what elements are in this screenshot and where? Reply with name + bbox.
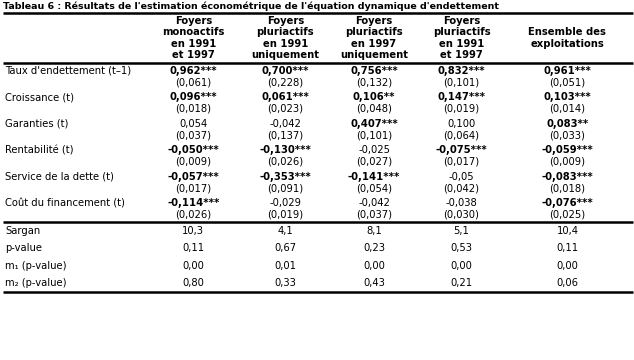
Text: (0,019): (0,019): [268, 210, 303, 220]
Text: 0,100: 0,100: [448, 119, 476, 129]
Text: 0,53: 0,53: [451, 243, 472, 253]
Text: -0,050***: -0,050***: [167, 145, 219, 156]
Text: -0,057***: -0,057***: [167, 172, 219, 182]
Text: -0,141***: -0,141***: [348, 172, 400, 182]
Text: Coût du financement (t): Coût du financement (t): [5, 198, 125, 208]
Text: (0,042): (0,042): [444, 183, 479, 193]
Text: 0,756***: 0,756***: [350, 66, 398, 76]
Text: 0,103***: 0,103***: [543, 93, 592, 103]
Text: 0,01: 0,01: [275, 261, 296, 271]
Text: (0,018): (0,018): [550, 183, 585, 193]
Text: (0,064): (0,064): [444, 130, 479, 140]
Text: (0,132): (0,132): [356, 77, 392, 87]
Text: (0,017): (0,017): [176, 183, 211, 193]
Text: (0,018): (0,018): [176, 104, 211, 114]
Text: Foyers
pluriactifs
en 1991
uniquement: Foyers pluriactifs en 1991 uniquement: [251, 15, 320, 60]
Text: (0,023): (0,023): [268, 104, 303, 114]
Text: -0,076***: -0,076***: [541, 198, 593, 208]
Text: (0,051): (0,051): [550, 77, 585, 87]
Text: 0,096***: 0,096***: [169, 93, 217, 103]
Text: m₂ (p-value): m₂ (p-value): [5, 278, 67, 288]
Text: (0,027): (0,027): [356, 157, 392, 167]
Text: 10,4: 10,4: [557, 226, 578, 236]
Text: 8,1: 8,1: [366, 226, 382, 236]
Text: Foyers
pluriactifs
en 1991
et 1997: Foyers pluriactifs en 1991 et 1997: [433, 15, 490, 60]
Text: m₁ (p-value): m₁ (p-value): [5, 261, 67, 271]
Text: 0,962***: 0,962***: [169, 66, 217, 76]
Text: -0,025: -0,025: [358, 145, 390, 156]
Text: -0,059***: -0,059***: [541, 145, 593, 156]
Text: -0,038: -0,038: [446, 198, 477, 208]
Text: (0,026): (0,026): [176, 210, 211, 220]
Text: -0,114***: -0,114***: [167, 198, 219, 208]
Text: (0,228): (0,228): [268, 77, 303, 87]
Text: Ensemble des
exploitations: Ensemble des exploitations: [529, 27, 606, 49]
Text: p-value: p-value: [5, 243, 42, 253]
Text: (0,026): (0,026): [268, 157, 303, 167]
Text: -0,075***: -0,075***: [436, 145, 488, 156]
Text: -0,130***: -0,130***: [259, 145, 311, 156]
Text: (0,014): (0,014): [550, 104, 585, 114]
Text: (0,091): (0,091): [268, 183, 303, 193]
Text: 0,083**: 0,083**: [547, 119, 588, 129]
Text: (0,137): (0,137): [268, 130, 303, 140]
Text: 0,43: 0,43: [363, 278, 385, 288]
Text: (0,061): (0,061): [176, 77, 211, 87]
Text: 0,06: 0,06: [557, 278, 578, 288]
Text: Foyers
monoactifs
en 1991
et 1997: Foyers monoactifs en 1991 et 1997: [162, 15, 224, 60]
Text: (0,009): (0,009): [550, 157, 585, 167]
Text: 0,700***: 0,700***: [262, 66, 309, 76]
Text: Service de la dette (t): Service de la dette (t): [5, 172, 114, 182]
Text: Rentabilité (t): Rentabilité (t): [5, 145, 74, 156]
Text: (0,019): (0,019): [444, 104, 479, 114]
Text: 0,407***: 0,407***: [350, 119, 398, 129]
Text: -0,05: -0,05: [449, 172, 474, 182]
Text: 4,1: 4,1: [278, 226, 293, 236]
Text: (0,033): (0,033): [550, 130, 585, 140]
Text: Garanties (t): Garanties (t): [5, 119, 68, 129]
Text: 0,23: 0,23: [363, 243, 385, 253]
Text: -0,083***: -0,083***: [541, 172, 593, 182]
Text: (0,037): (0,037): [356, 210, 392, 220]
Text: -0,042: -0,042: [358, 198, 390, 208]
Text: -0,029: -0,029: [269, 198, 301, 208]
Text: Foyers
pluriactifs
en 1997
uniquement: Foyers pluriactifs en 1997 uniquement: [340, 15, 408, 60]
Text: -0,353***: -0,353***: [259, 172, 311, 182]
Text: 0,061***: 0,061***: [261, 93, 309, 103]
Text: 0,33: 0,33: [275, 278, 296, 288]
Text: 0,00: 0,00: [363, 261, 385, 271]
Text: (0,025): (0,025): [550, 210, 585, 220]
Text: 0,21: 0,21: [451, 278, 472, 288]
Text: 0,961***: 0,961***: [543, 66, 592, 76]
Text: 0,147***: 0,147***: [437, 93, 486, 103]
Text: Taux d'endettement (t–1): Taux d'endettement (t–1): [5, 66, 131, 76]
Text: 10,3: 10,3: [183, 226, 204, 236]
Text: 0,00: 0,00: [451, 261, 472, 271]
Text: Tableau 6 : Résultats de l'estimation économétrique de l'équation dynamique d'en: Tableau 6 : Résultats de l'estimation éc…: [3, 1, 499, 11]
Text: (0,030): (0,030): [444, 210, 479, 220]
Text: (0,009): (0,009): [176, 157, 211, 167]
Text: 0,054: 0,054: [179, 119, 207, 129]
Text: (0,101): (0,101): [444, 77, 479, 87]
Text: (0,054): (0,054): [356, 183, 392, 193]
Text: 0,00: 0,00: [557, 261, 578, 271]
Text: 0,11: 0,11: [183, 243, 204, 253]
Text: 0,832***: 0,832***: [437, 66, 486, 76]
Text: 0,106**: 0,106**: [353, 93, 396, 103]
Text: Sargan: Sargan: [5, 226, 41, 236]
Text: (0,037): (0,037): [176, 130, 211, 140]
Text: 0,80: 0,80: [183, 278, 204, 288]
Text: 0,67: 0,67: [275, 243, 296, 253]
Text: 0,11: 0,11: [557, 243, 578, 253]
Text: Croissance (t): Croissance (t): [5, 93, 74, 103]
Text: (0,048): (0,048): [356, 104, 392, 114]
Text: 0,00: 0,00: [183, 261, 204, 271]
Text: (0,017): (0,017): [444, 157, 479, 167]
Text: -0,042: -0,042: [269, 119, 301, 129]
Text: 5,1: 5,1: [453, 226, 470, 236]
Text: (0,101): (0,101): [356, 130, 392, 140]
